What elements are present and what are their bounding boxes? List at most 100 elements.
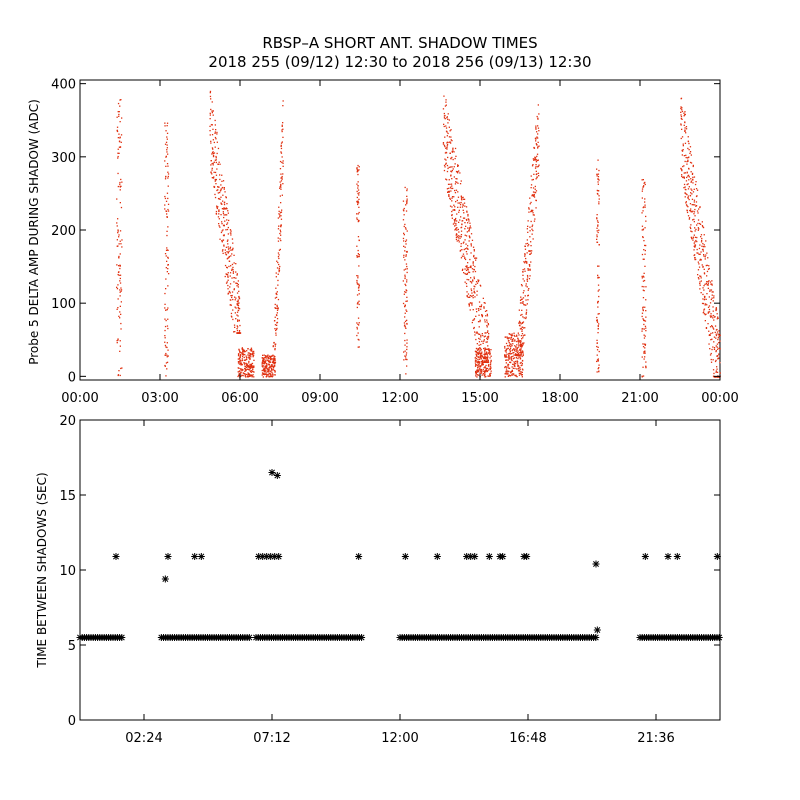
- data-point: [213, 186, 216, 188]
- data-point: [645, 367, 647, 369]
- data-point: [469, 258, 471, 261]
- data-point: [537, 104, 539, 106]
- data-point: [450, 129, 452, 131]
- data-point: [516, 351, 518, 354]
- data-point: [238, 320, 240, 322]
- data-point: [460, 216, 462, 218]
- data-point: [707, 268, 710, 270]
- data-point: [476, 282, 479, 284]
- data-point: [474, 331, 476, 333]
- data-point: [692, 164, 694, 167]
- data-point: [526, 242, 529, 245]
- data-point: [712, 375, 715, 377]
- top-panel-ylabel: Probe 5 DELTA AMP DURING SHADOW (ADC): [27, 99, 41, 365]
- data-point: [442, 142, 445, 144]
- data-point: [268, 364, 270, 366]
- data-point: [249, 375, 252, 377]
- top-panel-frame: [79, 79, 721, 381]
- data-point: [273, 357, 275, 359]
- data-point: [718, 376, 720, 378]
- data-point: [477, 353, 479, 356]
- data-point: [518, 324, 521, 326]
- data-point: [536, 159, 538, 162]
- data-point: [478, 333, 481, 335]
- data-point: [404, 283, 406, 285]
- data-point: [527, 289, 529, 291]
- data-point: [232, 269, 234, 271]
- data-point-asterisk: [401, 553, 409, 560]
- data-point: [465, 225, 467, 227]
- data-point: [467, 267, 470, 269]
- data-point: [236, 303, 238, 305]
- data-point: [451, 217, 453, 219]
- data-point: [456, 199, 458, 202]
- data-point: [444, 136, 446, 138]
- data-point: [118, 256, 120, 258]
- data-point: [522, 335, 524, 337]
- data-point: [476, 370, 478, 373]
- data-point: [486, 370, 489, 373]
- data-point: [358, 166, 360, 168]
- data-point: [358, 206, 360, 208]
- data-point: [253, 350, 255, 353]
- data-point: [230, 295, 232, 297]
- data-point: [705, 254, 707, 256]
- data-point: [358, 289, 360, 291]
- data-point: [263, 370, 265, 372]
- data-point: [696, 252, 698, 254]
- data-point: [715, 333, 717, 335]
- data-point: [214, 124, 216, 126]
- data-point: [680, 124, 682, 126]
- data-point: [261, 369, 263, 372]
- data-point: [118, 152, 120, 154]
- data-point: [220, 188, 222, 190]
- data-point: [273, 364, 276, 366]
- data-point: [250, 371, 252, 373]
- data-point: [642, 236, 644, 238]
- data-point: [403, 359, 405, 361]
- data-point: [446, 179, 448, 181]
- data-point: [489, 363, 492, 366]
- data-point: [476, 354, 478, 356]
- data-point: [641, 229, 643, 231]
- data-point: [116, 116, 118, 118]
- data-point: [218, 213, 220, 215]
- data-point: [516, 340, 518, 343]
- data-point: [478, 341, 481, 343]
- data-point: [248, 362, 250, 364]
- data-point: [507, 359, 509, 361]
- data-point: [480, 361, 483, 363]
- data-point: [529, 226, 531, 228]
- data-point: [461, 249, 463, 251]
- data-point: [406, 265, 408, 268]
- data-point: [452, 147, 454, 149]
- data-point: [252, 356, 254, 358]
- data-point: [120, 289, 123, 291]
- data-point: [519, 302, 522, 304]
- data-point: [706, 293, 708, 295]
- data-point: [480, 343, 482, 346]
- data-point: [120, 328, 122, 330]
- data-point: [445, 101, 447, 103]
- data-point: [358, 211, 360, 214]
- data-point: [644, 227, 646, 229]
- data-point: [403, 293, 405, 295]
- data-point: [517, 338, 519, 340]
- data-point: [226, 203, 228, 205]
- data-point: [166, 368, 168, 370]
- data-point: [684, 129, 686, 131]
- data-point: [235, 318, 237, 320]
- data-point: [694, 244, 697, 246]
- data-point: [687, 175, 689, 177]
- data-point: [450, 136, 452, 138]
- data-point: [453, 219, 455, 221]
- data-point: [518, 334, 520, 336]
- data-point: [513, 332, 515, 334]
- data-point: [455, 238, 458, 240]
- data-point: [231, 296, 233, 299]
- data-point: [475, 364, 477, 366]
- data-point: [460, 198, 463, 200]
- data-point: [357, 277, 359, 279]
- data-point: [645, 365, 647, 367]
- data-point: [642, 309, 644, 312]
